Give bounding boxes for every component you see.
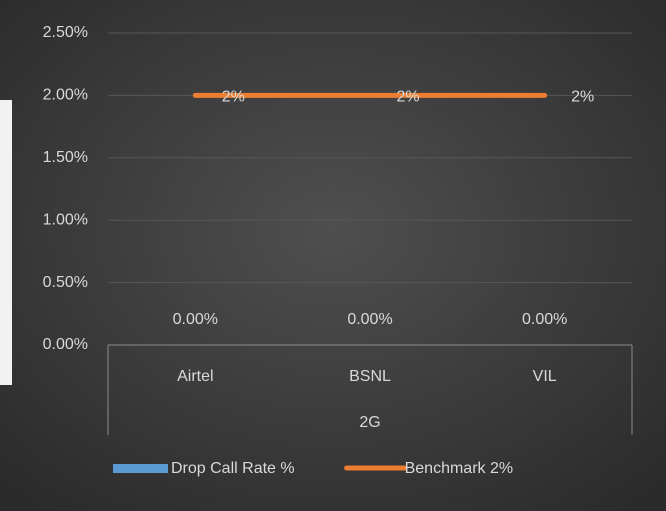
y-tick-label: 2.00% [43, 87, 88, 104]
y-tick-label: 0.00% [43, 336, 88, 353]
value-label: 0.00% [173, 311, 218, 328]
y-tick-label: 2.50% [43, 24, 88, 41]
y-tick-label: 0.50% [43, 274, 88, 291]
x-tick-label: BSNL [349, 368, 391, 385]
value-label: 0.00% [522, 311, 567, 328]
y-tick-label: 1.00% [43, 211, 88, 228]
legend-label: Benchmark 2% [405, 460, 514, 477]
value-label: 2% [396, 89, 419, 106]
value-label: 2% [571, 89, 594, 106]
side-strip [0, 100, 12, 385]
value-label: 2% [222, 89, 245, 106]
legend-swatch [113, 464, 168, 473]
legend-label: Drop Call Rate % [171, 460, 295, 477]
y-tick-label: 1.50% [43, 149, 88, 166]
value-label: 0.00% [347, 311, 392, 328]
category-group-label: 2G [359, 414, 380, 431]
x-tick-label: VIL [533, 368, 557, 385]
x-tick-label: Airtel [177, 368, 213, 385]
